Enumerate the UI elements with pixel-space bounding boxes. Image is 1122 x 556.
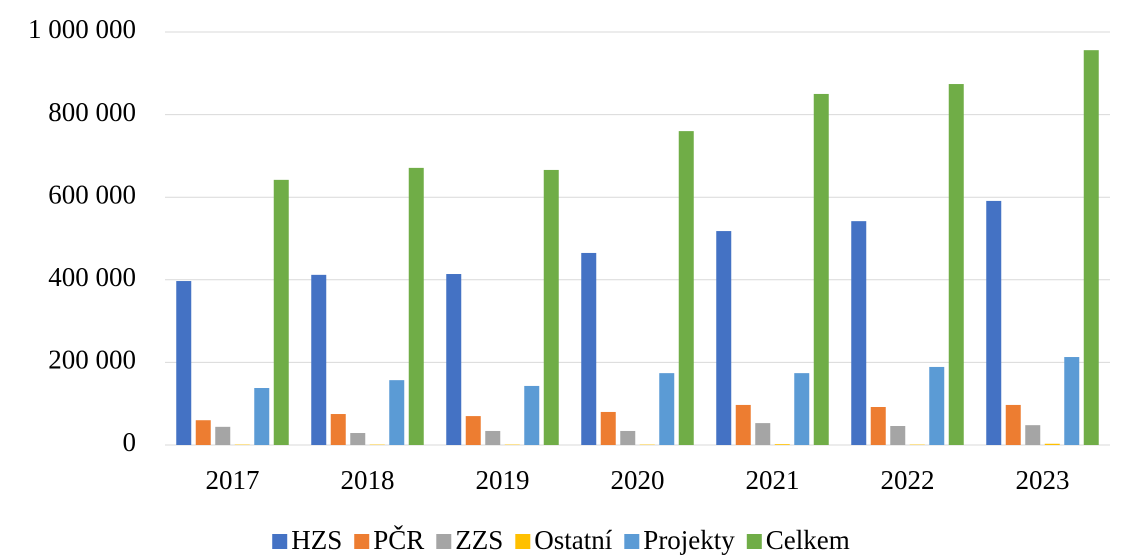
x-tick-label: 2017	[206, 465, 260, 495]
bar	[620, 430, 636, 445]
legend-swatch	[624, 534, 640, 549]
bar	[581, 252, 597, 445]
bar	[890, 426, 906, 445]
bar	[524, 385, 540, 445]
bar	[350, 433, 366, 445]
legend-swatch	[272, 534, 288, 549]
bar	[986, 200, 1002, 445]
bar	[485, 430, 501, 445]
bar	[755, 423, 771, 445]
bar	[465, 416, 481, 445]
bar	[678, 131, 694, 445]
legend-swatch	[515, 534, 531, 549]
bar	[813, 93, 829, 445]
legend-label: Ostatní	[534, 525, 612, 555]
bar	[408, 167, 424, 445]
bar	[446, 274, 462, 445]
bar	[273, 179, 289, 445]
bar	[794, 373, 810, 445]
y-tick-label: 0	[123, 427, 137, 457]
bar	[735, 404, 751, 445]
bar	[1044, 443, 1060, 445]
x-tick-label: 2020	[611, 465, 665, 495]
legend-label: ZZS	[455, 525, 503, 555]
y-tick-label: 600 000	[48, 179, 136, 209]
bar	[659, 373, 675, 445]
x-tick-label: 2022	[881, 465, 935, 495]
bar	[215, 426, 231, 445]
legend-label: Projekty	[643, 525, 735, 555]
y-tick-label: 200 000	[48, 345, 136, 375]
bar	[176, 281, 192, 445]
bar	[948, 84, 964, 446]
legend-swatch	[436, 534, 452, 549]
bar	[1064, 357, 1080, 445]
legend-label: Celkem	[766, 525, 850, 555]
legend-swatch	[354, 534, 370, 549]
bar	[1083, 50, 1099, 446]
bar	[254, 388, 270, 445]
bar	[1005, 404, 1021, 445]
bar	[330, 414, 346, 445]
x-tick-label: 2018	[341, 465, 395, 495]
bar	[870, 407, 886, 445]
bar	[716, 231, 732, 445]
legend-swatch	[746, 534, 762, 549]
bar	[543, 169, 559, 445]
legend-label: HZS	[291, 525, 342, 555]
legend-label: PČR	[373, 525, 424, 555]
bar	[774, 444, 790, 445]
y-tick-label: 800 000	[48, 97, 136, 127]
x-tick-label: 2023	[1016, 465, 1070, 495]
x-tick-label: 2019	[476, 465, 530, 495]
bar	[1025, 425, 1041, 445]
bar	[389, 380, 405, 445]
x-tick-label: 2021	[746, 465, 800, 495]
bar	[195, 420, 211, 445]
bar	[851, 221, 867, 445]
y-tick-label: 1 000 000	[28, 14, 136, 44]
bar	[929, 366, 945, 445]
y-tick-label: 400 000	[48, 262, 136, 292]
bar	[311, 274, 327, 445]
bar	[600, 411, 616, 445]
